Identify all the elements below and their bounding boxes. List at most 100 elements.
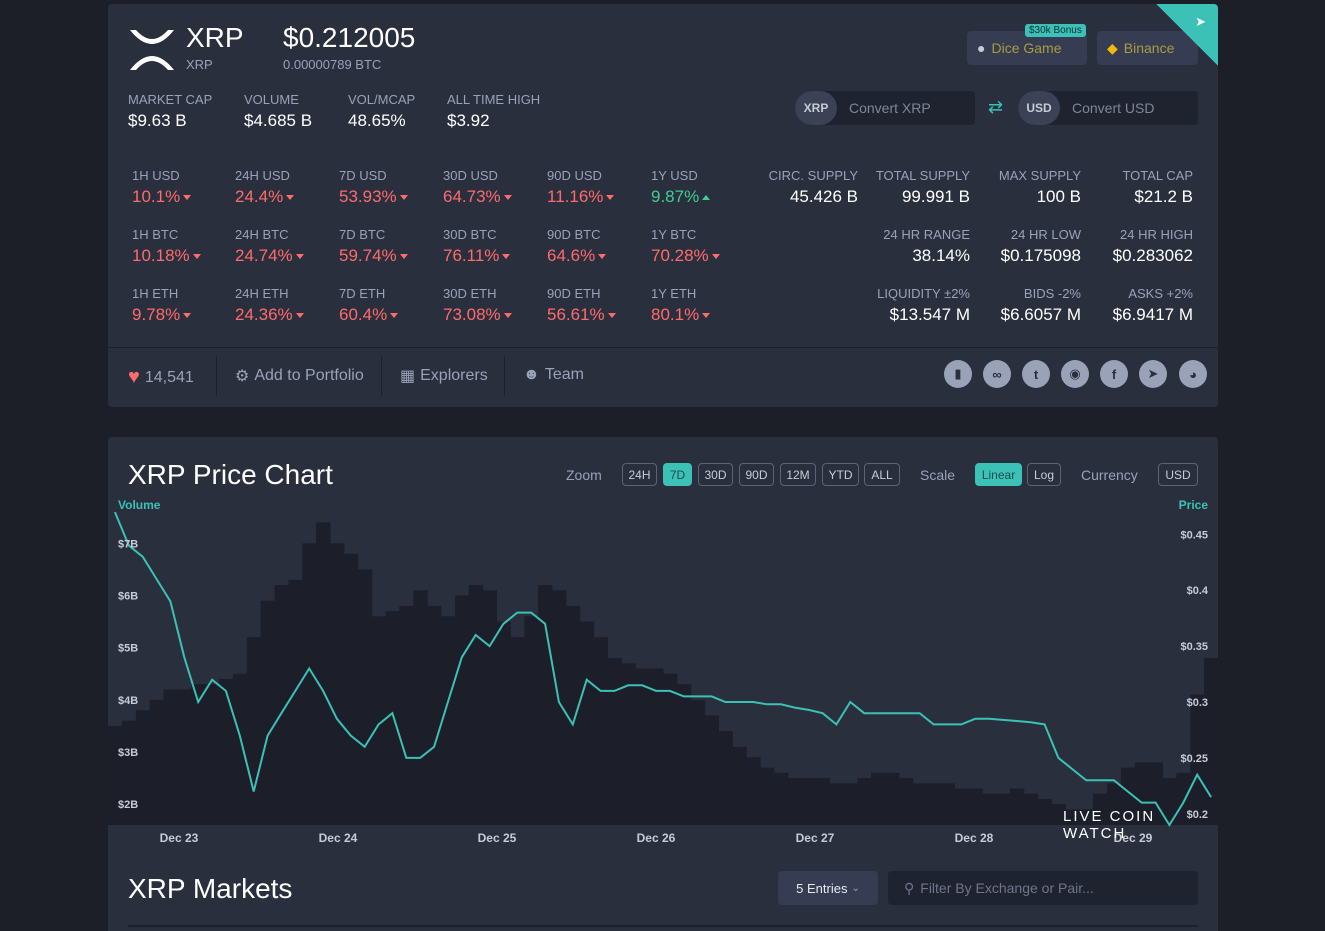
- volume-bar: [649, 668, 664, 825]
- price-change-label: 90D BTC: [547, 227, 601, 242]
- stat-label: ALL TIME HIGH: [447, 92, 541, 107]
- volume-bar: [330, 543, 345, 825]
- price-change-value: 80.1%: [651, 305, 711, 325]
- coin-name: XRP: [186, 22, 244, 53]
- volume-bar: [871, 772, 886, 825]
- stat-market-cap: MARKET CAP $9.63 B: [128, 92, 212, 131]
- volume-bar: [1107, 783, 1122, 825]
- supply-value: 99.991 B: [901, 187, 970, 206]
- entries-label: 5 Entries: [796, 880, 848, 896]
- price-tick-label: $0.45: [1180, 529, 1208, 541]
- volume-bar: [191, 684, 206, 825]
- convert-to-tag: USD: [1018, 91, 1060, 125]
- price-tick-label: $0.25: [1180, 753, 1208, 765]
- corner-ribbon[interactable]: ➤: [1156, 4, 1218, 66]
- convert-xrp-input[interactable]: [837, 91, 975, 125]
- zoom-all-button[interactable]: ALL: [864, 463, 900, 486]
- arrow-down-icon: [606, 195, 615, 201]
- scale-log-button[interactable]: Log: [1027, 463, 1061, 486]
- price-change-label: 24H BTC: [235, 227, 289, 242]
- binance-icon: ◆: [1107, 39, 1118, 56]
- supply-label: ASKS +2%: [1128, 286, 1193, 301]
- calendar-icon: ▦: [400, 368, 416, 385]
- zoom-12m-button[interactable]: 12M: [780, 463, 816, 486]
- arrow-down-icon: [503, 195, 512, 201]
- price-change-text: 73.08%: [443, 305, 501, 324]
- arrow-down-icon: [702, 313, 711, 319]
- price-change-cell: 30D USD 64.73%: [443, 168, 512, 207]
- github-icon[interactable]: ◕: [1179, 360, 1207, 388]
- twitter-icon[interactable]: t: [1022, 360, 1050, 388]
- price-change-text: 59.74%: [339, 246, 397, 265]
- reddit-icon[interactable]: ◉: [1061, 360, 1089, 388]
- entries-select[interactable]: 5 Entries ⌄: [778, 871, 878, 905]
- volume-bar: [1051, 804, 1066, 825]
- price-change-cell: 1H USD 10.1%: [132, 168, 192, 207]
- price-change-cell: 90D USD 11.16%: [547, 168, 615, 207]
- volume-bar: [787, 778, 803, 825]
- price-change-text: 53.93%: [339, 187, 397, 206]
- volume-tick-label: $5B: [118, 643, 138, 655]
- arrow-down-icon: [295, 254, 304, 260]
- supply-label: 24 HR LOW: [1010, 227, 1081, 242]
- supply-stat: 24 HR RANGE 38.14%: [883, 227, 970, 266]
- chevron-down-icon: ⌄: [851, 882, 860, 894]
- supply-stat: TOTAL CAP $21.2 B: [1122, 168, 1193, 207]
- whitepaper-icon[interactable]: ▮: [944, 360, 972, 388]
- coin-symbol: XRP: [186, 57, 213, 72]
- price-change-text: 11.16%: [547, 187, 604, 206]
- scale-label: Scale: [920, 467, 956, 483]
- volume-bar: [1009, 788, 1025, 825]
- convert-usd-input[interactable]: [1060, 91, 1198, 125]
- price-change-value: 24.74%: [235, 246, 304, 266]
- stat-all-time-high: ALL TIME HIGH $3.92: [447, 92, 540, 131]
- filter-group: ⚲: [888, 871, 1198, 905]
- price-change-label: 90D USD: [547, 168, 602, 183]
- zoom-30d-button[interactable]: 30D: [698, 463, 733, 486]
- volume-axis-title: Volume: [118, 498, 161, 512]
- team-button[interactable]: ☻ Team: [523, 366, 584, 384]
- volume-bar: [774, 772, 789, 825]
- volume-tick-label: $6B: [118, 591, 138, 603]
- price-change-label: 7D ETH: [339, 286, 386, 301]
- swap-icon[interactable]: ⇄: [988, 97, 1004, 117]
- link-icon[interactable]: ∞: [983, 360, 1011, 388]
- volume-bar: [912, 783, 928, 825]
- supply-value: $13.547 M: [889, 305, 970, 324]
- price-change-label: 1Y BTC: [651, 227, 697, 242]
- price-change-value: 10.1%: [132, 187, 192, 207]
- price-change-value: 64.6%: [547, 246, 607, 266]
- zoom-ytd-button[interactable]: YTD: [822, 463, 859, 486]
- volume-bar: [163, 689, 178, 825]
- convert-usd-group: USD: [1018, 91, 1198, 125]
- facebook-icon[interactable]: f: [1100, 360, 1128, 388]
- price-line: [113, 512, 1212, 827]
- volume-tick-label: $4B: [118, 695, 138, 707]
- zoom-7d-button[interactable]: 7D: [663, 463, 692, 486]
- volume-bar: [996, 793, 1011, 825]
- x-axis-label: Dec 27: [796, 831, 835, 845]
- price-change-value: 53.93%: [339, 187, 408, 207]
- volume-bar: [718, 731, 733, 825]
- explorers-button[interactable]: ▦ Explorers: [400, 366, 488, 386]
- price-change-value: 70.28%: [651, 246, 720, 266]
- zoom-24h-button[interactable]: 24H: [622, 463, 657, 486]
- stat-label: VOL/MCAP: [348, 92, 416, 107]
- price-change-value: 76.11%: [443, 246, 511, 266]
- supply-label: CIRC. SUPPLY: [768, 168, 858, 183]
- like-button[interactable]: ♥ 14,541: [128, 366, 194, 389]
- arrow-down-icon: [502, 254, 511, 260]
- zoom-90d-button[interactable]: 90D: [739, 463, 774, 486]
- telegram-icon[interactable]: ➤: [1139, 360, 1167, 388]
- price-chart[interactable]: $7B $6B $5B $4B $3B $2B $0.45 $0.4 $0.35 $0.3 $0.2…: [108, 512, 1218, 847]
- scale-linear-button[interactable]: Linear: [975, 463, 1022, 486]
- volume-bar: [1120, 767, 1136, 825]
- volume-bar: [801, 778, 817, 825]
- currency-select[interactable]: USD: [1158, 463, 1198, 486]
- volume-bar: [385, 611, 400, 825]
- add-to-portfolio-button[interactable]: ⚙ Add to Portfolio: [235, 366, 364, 386]
- filter-exchange-input[interactable]: [920, 880, 1191, 896]
- price-change-label: 7D BTC: [339, 227, 386, 242]
- stat-value: $9.63 B: [128, 111, 187, 130]
- volume-bar: [843, 783, 858, 825]
